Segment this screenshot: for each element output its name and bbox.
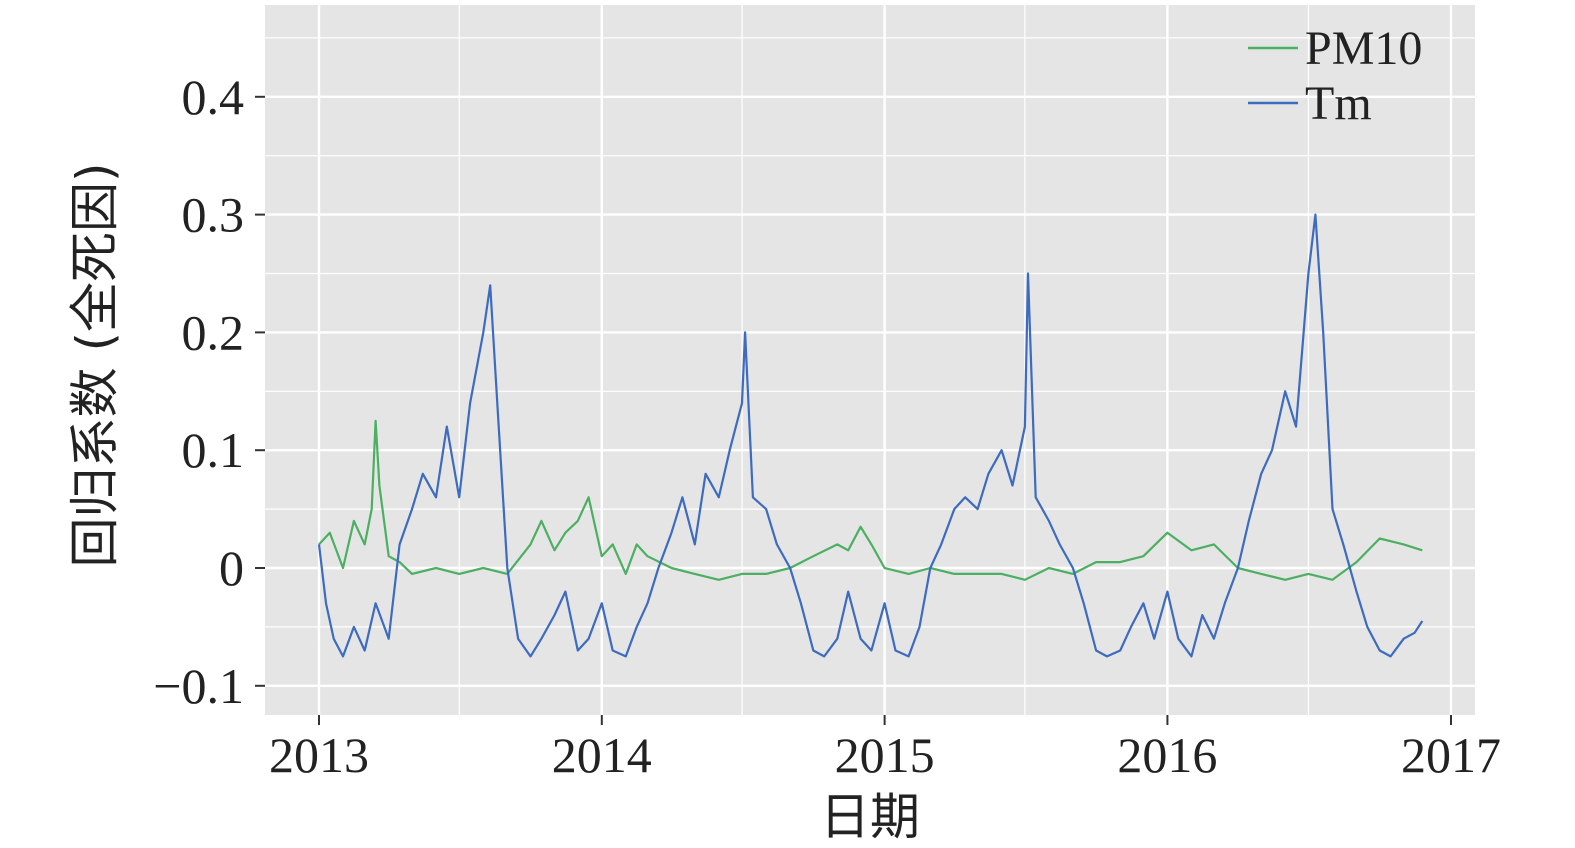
- y-tick-label: 0.3: [182, 187, 245, 243]
- y-tick-label: 0: [219, 540, 244, 596]
- x-tick-label: 2016: [1117, 727, 1217, 783]
- y-tick-label: 0.2: [182, 304, 245, 360]
- x-axis-title: 日期: [820, 788, 920, 846]
- x-tick-label: 2013: [269, 727, 369, 783]
- y-axis: −0.1 0 0.1 0.2 0.3 0.4: [153, 69, 265, 714]
- x-axis: 2013 2014 2015 2016 2017: [269, 715, 1501, 783]
- y-tick-label: 0.1: [182, 422, 245, 478]
- legend-label-pm10: PM10: [1305, 22, 1422, 75]
- plot-panel: [265, 5, 1475, 715]
- x-tick-label: 2014: [552, 727, 652, 783]
- y-tick-label: 0.4: [182, 69, 245, 125]
- y-tick-label: −0.1: [153, 658, 244, 714]
- grid-lines: [265, 5, 1475, 715]
- y-axis-title: 回归系数 (全死因): [66, 163, 124, 568]
- series-line-pm10: [318, 419, 1423, 581]
- series-line-tm: [317, 213, 1424, 658]
- series-layer: [317, 213, 1424, 658]
- legend-label-tm: Tm: [1305, 77, 1372, 130]
- x-tick-label: 2017: [1401, 727, 1501, 783]
- x-tick-label: 2015: [835, 727, 935, 783]
